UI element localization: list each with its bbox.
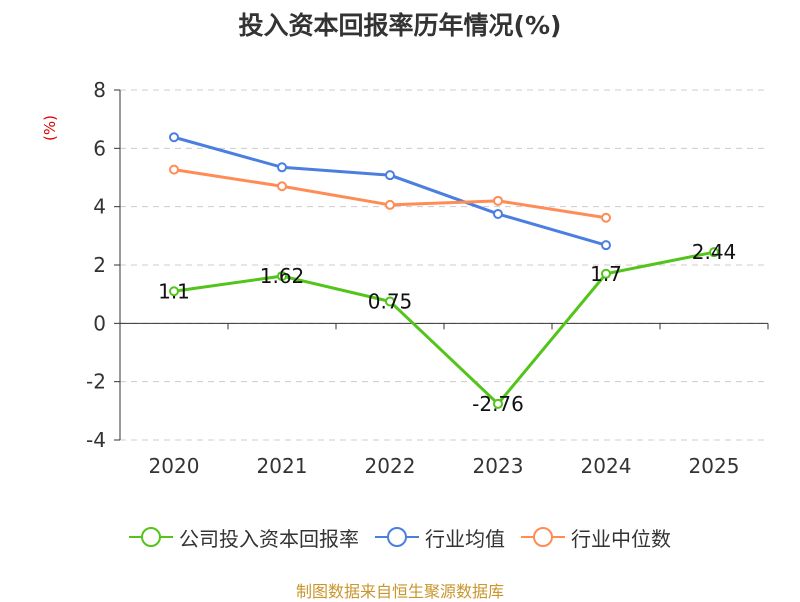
data-point [169,132,179,143]
data-point [709,247,719,258]
legend: 公司投入资本回报率 行业均值 行业中位数 [0,520,800,554]
data-point [169,164,179,175]
legend-label-company: 公司投入资本回报率 [179,526,359,551]
data-label: -2.76 [472,392,524,416]
y-tick-label: 4 [93,195,106,219]
data-point [277,271,287,282]
legend-label-industry-mean: 行业均值 [425,526,505,551]
y-tick-label: 0 [93,311,106,335]
legend-item-company[interactable]: 公司投入资本回报率 [129,523,359,552]
legend-marker-industry-mean [375,527,419,547]
y-tick-label: 6 [93,136,106,160]
line-chart: -4 -2 0 2 4 6 8 2020 2021 2022 2023 2024 2025 1.1 1.62… [86,78,769,478]
data-point [277,181,287,192]
data-point [385,170,395,181]
data-point [601,212,611,223]
data-point [493,208,503,219]
legend-marker-industry-median [521,527,565,547]
data-point [493,398,503,409]
data-label: 0.75 [368,289,413,313]
chart-title: 投入资本回报率历年情况(%) [238,11,562,40]
x-tick-label: 2022 [365,454,416,478]
data-point [385,296,395,307]
data-label: 1.62 [260,264,305,288]
series-line [173,250,715,407]
series-line [173,135,607,247]
source-note: 制图数据来自恒生聚源数据库 [295,582,504,601]
x-tick-label: 2020 [149,454,200,478]
x-tick-label: 2025 [689,454,740,478]
data-point [601,240,611,251]
data-point [493,195,503,206]
legend-item-industry-mean[interactable]: 行业均值 [375,523,505,552]
data-label: 1.7 [590,262,622,286]
x-tick-label: 2023 [473,454,524,478]
data-point [601,268,611,279]
data-point [385,199,395,210]
legend-marker-company [129,527,173,547]
y-tick-label: 8 [93,78,106,102]
y-tick-label: -2 [86,370,106,394]
legend-item-industry-median[interactable]: 行业中位数 [521,523,671,552]
data-label: 2.44 [692,240,737,264]
x-tick-label: 2021 [257,454,308,478]
data-point [169,286,179,297]
data-label: 1.1 [158,279,190,303]
y-tick-label: -4 [86,428,106,452]
x-tick-label: 2024 [581,454,632,478]
y-tick-label: 2 [93,253,106,277]
data-point [277,162,287,173]
legend-label-industry-median: 行业中位数 [571,526,671,551]
